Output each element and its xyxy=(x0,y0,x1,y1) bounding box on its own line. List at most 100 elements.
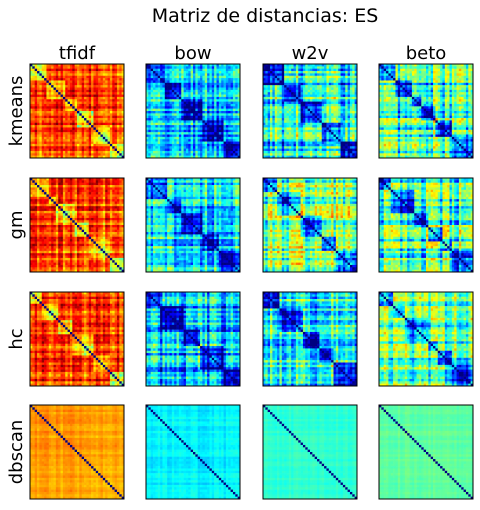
heatmap-cell xyxy=(169,111,173,114)
heatmap-cell xyxy=(32,115,35,119)
heatmap-cell xyxy=(95,66,99,69)
heatmap-cell xyxy=(98,139,101,142)
heatmap-cell xyxy=(116,96,120,100)
heatmap-cell xyxy=(270,82,273,86)
heatmap-cell xyxy=(211,146,215,149)
heatmap-cell xyxy=(286,136,290,140)
heatmap-cell xyxy=(65,103,68,107)
heatmap-cell xyxy=(197,73,201,77)
heatmap-cell xyxy=(352,80,355,84)
heatmap-cell xyxy=(155,71,159,74)
heatmap-cell xyxy=(62,89,66,93)
heatmap-cell xyxy=(307,118,311,121)
heatmap-cell xyxy=(195,120,198,124)
heatmap-cell xyxy=(150,73,154,77)
heatmap-cell xyxy=(81,115,85,119)
heatmap-cell xyxy=(291,113,294,116)
heatmap-cell xyxy=(281,118,285,121)
heatmap-cell xyxy=(328,122,332,126)
heatmap-cell xyxy=(216,87,220,91)
heatmap-cell xyxy=(354,111,358,114)
heatmap-cell xyxy=(319,150,323,154)
heatmap-cell xyxy=(185,82,189,86)
heatmap-cell xyxy=(77,101,80,105)
heatmap-cell xyxy=(354,89,358,93)
heatmap-cell xyxy=(223,80,227,84)
heatmap-cell xyxy=(223,75,227,79)
heatmap-cell xyxy=(153,96,156,100)
heatmap-cell xyxy=(230,150,234,154)
heatmap-cell xyxy=(284,71,287,74)
heatmap-cell xyxy=(293,132,297,135)
heatmap-cell xyxy=(345,68,348,72)
heatmap-cell xyxy=(267,150,271,154)
heatmap-cell xyxy=(279,68,283,72)
heatmap-cell xyxy=(37,64,40,67)
heatmap-cell xyxy=(354,122,358,126)
heatmap-cell xyxy=(112,66,115,69)
heatmap-cell xyxy=(281,78,285,81)
heatmap-cell xyxy=(190,96,194,100)
heatmap-cell xyxy=(162,136,166,140)
heatmap-cell xyxy=(86,73,90,77)
heatmap-cell xyxy=(235,89,238,93)
heatmap-cell xyxy=(310,136,313,140)
heatmap-cell xyxy=(188,75,191,79)
heatmap-cell xyxy=(121,103,125,107)
heatmap-cell xyxy=(267,118,271,121)
heatmap-cell xyxy=(32,66,35,69)
heatmap-cell xyxy=(100,108,104,112)
heatmap-cell xyxy=(317,129,320,133)
heatmap-cell xyxy=(321,78,325,81)
heatmap-cell xyxy=(272,94,276,98)
heatmap-cell xyxy=(181,66,184,69)
heatmap-cell xyxy=(190,150,194,154)
heatmap-cell xyxy=(153,94,156,98)
heatmap-cell xyxy=(279,136,283,140)
heatmap-cell xyxy=(338,153,341,156)
heatmap-cell xyxy=(228,143,231,147)
heatmap-cell xyxy=(37,136,40,140)
heatmap-cell xyxy=(46,75,50,79)
heatmap-cell xyxy=(146,139,149,142)
heatmap-cell xyxy=(310,103,313,107)
heatmap-cell xyxy=(195,71,198,74)
heatmap-cell xyxy=(109,136,113,140)
heatmap-cell xyxy=(46,82,50,86)
heatmap-cell xyxy=(200,108,203,112)
heatmap-cell xyxy=(37,113,40,116)
heatmap-cell xyxy=(228,82,231,86)
heatmap-cell xyxy=(300,115,304,119)
heatmap-cell xyxy=(324,66,327,69)
heatmap-cell xyxy=(62,66,66,69)
heatmap-cell xyxy=(207,85,210,88)
heatmap-cell xyxy=(305,111,308,114)
heatmap-cell xyxy=(456,66,460,69)
heatmap-cell xyxy=(291,155,294,159)
heatmap-cell xyxy=(383,68,387,72)
heatmap-cell xyxy=(319,153,323,156)
heatmap-cell xyxy=(319,115,323,119)
heatmap-cell xyxy=(53,141,57,145)
heatmap-cell xyxy=(116,134,120,138)
heatmap-cell xyxy=(305,134,308,138)
heatmap-cell xyxy=(181,64,184,67)
heatmap-cell xyxy=(146,85,149,88)
heatmap-cell xyxy=(279,108,283,112)
heatmap-cell xyxy=(324,118,327,121)
heatmap-cell xyxy=(232,106,236,109)
heatmap-cell xyxy=(34,96,38,100)
heatmap-cell xyxy=(148,129,151,133)
heatmap-cell xyxy=(279,143,283,147)
heatmap-cell xyxy=(317,103,320,107)
heatmap-cell xyxy=(352,129,355,133)
heatmap-cell xyxy=(167,134,170,138)
heatmap-cell xyxy=(284,141,287,145)
heatmap-cell xyxy=(381,108,384,112)
heatmap-cell xyxy=(55,78,59,81)
heatmap-cell xyxy=(267,68,271,72)
heatmap-cell xyxy=(326,122,330,126)
heatmap-cell xyxy=(79,103,82,107)
heatmap-cell xyxy=(340,73,344,77)
heatmap-cell xyxy=(310,153,313,156)
